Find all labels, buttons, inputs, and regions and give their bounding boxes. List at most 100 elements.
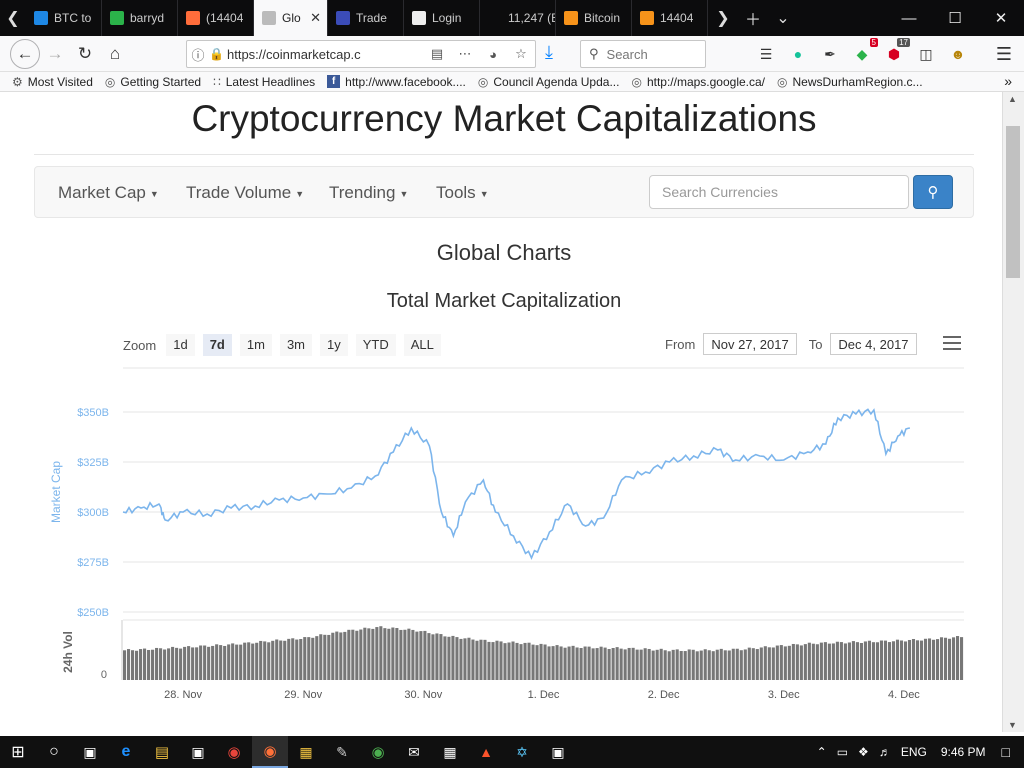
app-grid-icon[interactable]: ▦: [299, 743, 313, 760]
volume-bar: [711, 651, 715, 680]
close-window-button[interactable]: ✕: [994, 10, 1008, 27]
bookmark-item[interactable]: ◎ Council Agenda Upda...: [478, 75, 620, 89]
bookmark-star-icon[interactable]: ☆: [515, 46, 527, 61]
bookmarks-overflow-icon[interactable]: »: [1004, 73, 1012, 89]
page-actions-icon[interactable]: ⋯: [458, 46, 472, 61]
library-icon[interactable]: ☰: [759, 45, 773, 62]
search-currencies-button[interactable]: ⚲: [913, 175, 953, 209]
bookmark-item[interactable]: ◎ http://maps.google.ca/: [631, 75, 765, 89]
bookmark-item[interactable]: ◎ NewsDurhamRegion.c...: [777, 75, 923, 89]
reload-button[interactable]: ↻: [77, 43, 93, 63]
bookmark-item[interactable]: ∷ Latest Headlines: [213, 75, 315, 89]
tab-strip: BTC to barryd (14404 Glo ✕ Trade Login 11,247 (…: [26, 0, 708, 36]
adblock-icon[interactable]: ⬢ 17: [887, 38, 910, 62]
search-currencies-input[interactable]: Search Currencies: [649, 175, 909, 209]
zoom-button-1d[interactable]: 1d: [166, 334, 195, 356]
zoom-button-7d[interactable]: 7d: [202, 334, 232, 356]
grammarly-icon[interactable]: ●: [793, 46, 803, 62]
new-tab-button[interactable]: ＋: [744, 12, 761, 29]
chart-context-menu-icon[interactable]: [943, 336, 961, 354]
windows-start-icon[interactable]: ⊞: [11, 744, 25, 761]
tab-list-button[interactable]: ⌄: [776, 10, 790, 27]
scrollbar-thumb[interactable]: [1006, 126, 1020, 278]
volume-bar: [371, 628, 375, 680]
browser-tab[interactable]: Login: [404, 0, 480, 36]
scroll-up-icon[interactable]: ▲: [1008, 94, 1017, 104]
browser-tab[interactable]: BTC to: [26, 0, 102, 36]
url-text[interactable]: https://coinmarketcap.c: [227, 46, 361, 62]
sidebar-icon[interactable]: ◫: [919, 45, 933, 62]
globe-app-icon[interactable]: ◉: [371, 744, 385, 761]
firefox-icon[interactable]: ◉: [252, 736, 288, 768]
minimize-button[interactable]: —: [901, 9, 917, 27]
chrome-icon[interactable]: ◉: [227, 744, 241, 761]
nav-market-cap[interactable]: Market Cap ▼: [58, 183, 159, 203]
volume-bar: [923, 638, 928, 680]
notifications-icon[interactable]: □: [1001, 744, 1010, 760]
zoom-button-all[interactable]: ALL: [403, 334, 441, 356]
site-info-icon[interactable]: ⓘ: [191, 47, 205, 63]
network-app-icon[interactable]: ✡: [516, 743, 528, 760]
bookmark-item[interactable]: f http://www.facebook....: [327, 75, 466, 89]
calculator-icon[interactable]: ▦: [443, 743, 457, 760]
bookmark-item[interactable]: ◎ Getting Started: [105, 75, 201, 89]
monkey-extension-icon[interactable]: ☻: [950, 46, 966, 62]
wifi-icon[interactable]: ❖: [858, 745, 869, 759]
hamburger-menu-icon[interactable]: ☰: [995, 44, 1012, 64]
home-button[interactable]: ⌂: [109, 43, 121, 63]
to-date-input[interactable]: Dec 4, 2017: [830, 333, 917, 355]
download-icon[interactable]: ⤓: [545, 42, 553, 62]
volume-bar: [927, 638, 932, 680]
clock[interactable]: 9:46 PM: [940, 745, 986, 759]
browser-tab[interactable]: 14404: [632, 0, 708, 36]
language-indicator[interactable]: ENG: [900, 745, 927, 759]
browser-tab[interactable]: Trade: [328, 0, 404, 36]
url-bar[interactable]: ⓘ 🔒 https://coinmarketcap.c ▤ ⋯ ◕ ☆: [186, 40, 536, 68]
nav-tools[interactable]: Tools ▼: [436, 183, 489, 203]
page-scrollbar[interactable]: ▲ ▼: [1002, 92, 1024, 732]
zoom-button-1m[interactable]: 1m: [239, 334, 272, 356]
volume-bar: [647, 648, 651, 680]
brave-icon[interactable]: ▲: [479, 744, 493, 760]
zoom-button-1y[interactable]: 1y: [320, 334, 348, 356]
nav-trade-volume[interactable]: Trade Volume ▼: [186, 183, 304, 203]
browser-tab[interactable]: Glo ✕: [254, 0, 328, 36]
paint-icon[interactable]: ✎: [336, 743, 348, 760]
photos-icon[interactable]: ▣: [551, 743, 565, 760]
volume-bar: [775, 645, 779, 680]
edge-icon[interactable]: e: [121, 743, 131, 760]
from-date-input[interactable]: Nov 27, 2017: [703, 333, 797, 355]
forward-button[interactable]: →: [46, 43, 64, 63]
scroll-down-icon[interactable]: ▼: [1008, 720, 1017, 730]
task-view-icon[interactable]: ▣: [83, 743, 97, 760]
volume-icon[interactable]: ♬: [878, 745, 891, 759]
market-cap-chart[interactable]: $350B $325B $300B $275B $250B Market Cap 24h V…: [6, 362, 1002, 732]
browser-tab[interactable]: barryd: [102, 0, 178, 36]
maximize-button[interactable]: ☐: [948, 10, 962, 27]
tray-overflow-icon[interactable]: ⌃: [816, 745, 827, 759]
green-extension-icon[interactable]: ◆ 5: [856, 38, 878, 62]
pocket-icon[interactable]: ◕: [489, 46, 497, 62]
battery-icon[interactable]: ▭: [836, 745, 849, 759]
bookmark-item[interactable]: ⚙ Most Visited: [12, 75, 93, 89]
browser-search-input[interactable]: ⚲ Search: [580, 40, 706, 68]
nav-trending[interactable]: Trending ▼: [329, 183, 408, 203]
cortana-icon[interactable]: ○: [49, 743, 59, 760]
file-explorer-icon[interactable]: ▤: [154, 744, 170, 761]
volume-bar: [603, 647, 607, 680]
mail-icon[interactable]: ✉: [408, 743, 420, 760]
browser-tab[interactable]: Bitcoin: [556, 0, 632, 36]
tab-scroll-right-button[interactable]: ❯: [716, 10, 730, 27]
zoom-button-3m[interactable]: 3m: [279, 334, 312, 356]
zoom-button-ytd[interactable]: YTD: [355, 334, 396, 356]
eyedropper-icon[interactable]: ✒: [824, 45, 836, 62]
volume-bar: [123, 650, 127, 680]
store-icon[interactable]: ▣: [191, 743, 205, 760]
close-tab-icon[interactable]: ✕: [310, 10, 321, 25]
browser-tab[interactable]: 11,247 (BT: [480, 0, 556, 36]
tab-scroll-left-button[interactable]: ❮: [6, 10, 20, 27]
volume-bar: [523, 642, 527, 680]
reader-view-icon[interactable]: ▤: [430, 46, 444, 61]
back-button[interactable]: ←: [10, 38, 40, 69]
browser-tab[interactable]: (14404: [178, 0, 254, 36]
